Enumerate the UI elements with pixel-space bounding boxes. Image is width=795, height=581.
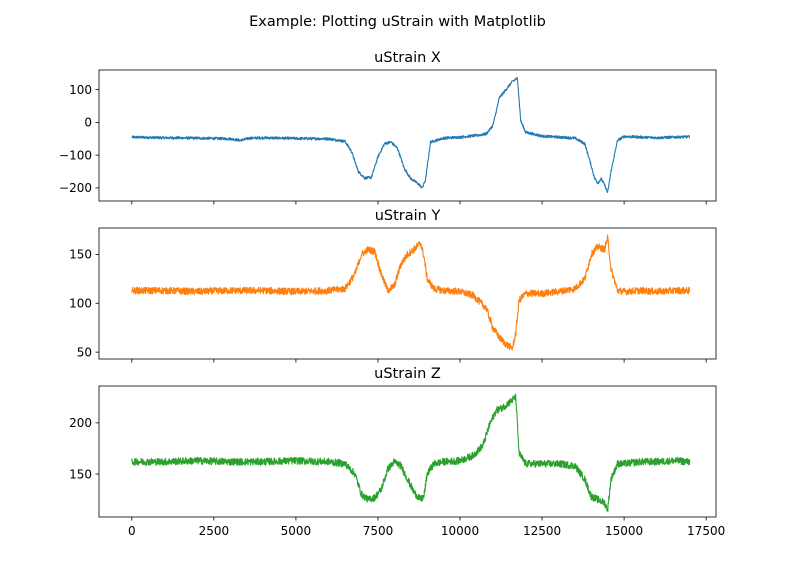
x-tick-label: 12500: [523, 524, 561, 538]
y-tick-label: 100: [69, 83, 92, 97]
series-line-x: [131, 77, 691, 193]
y-tick-label: 100: [69, 297, 92, 311]
y-tick-label: 0: [84, 116, 92, 130]
x-tick-label: 15000: [605, 524, 643, 538]
subplot-y-frame: [98, 227, 717, 360]
x-tick-label: 5000: [281, 524, 312, 538]
subplot-x-title: uStrain X: [374, 50, 441, 66]
y-tick-label: 150: [69, 248, 92, 262]
subplot-z-frame: [98, 385, 717, 518]
subplot-x-frame: [98, 69, 717, 202]
figure-suptitle: Example: Plotting uStrain with Matplotli…: [249, 14, 546, 30]
subplot-z-title: uStrain Z: [374, 366, 441, 382]
x-tick-label: 0: [128, 524, 136, 538]
subplot-z: uStrain Z 200 150 0 2500 5000 7500 10000 12500 15…: [69, 366, 725, 538]
x-tick-label: 10000: [441, 524, 479, 538]
x-tick-label: 7500: [363, 524, 394, 538]
subplot-x: uStrain X 100 0 −100 −200: [59, 50, 717, 205]
subplot-y-title: uStrain Y: [375, 208, 441, 224]
series-line-y: [131, 234, 691, 351]
subplot-y: uStrain Y 150 100 50: [69, 208, 717, 363]
series-line-z: [131, 393, 691, 513]
x-tick-label: 17500: [687, 524, 725, 538]
y-tick-label: −100: [59, 148, 92, 162]
x-tick-label: 2500: [199, 524, 230, 538]
y-tick-label: −200: [59, 181, 92, 195]
y-tick-label: 50: [77, 345, 92, 359]
y-tick-label: 150: [69, 467, 92, 481]
y-tick-label: 200: [69, 416, 92, 430]
